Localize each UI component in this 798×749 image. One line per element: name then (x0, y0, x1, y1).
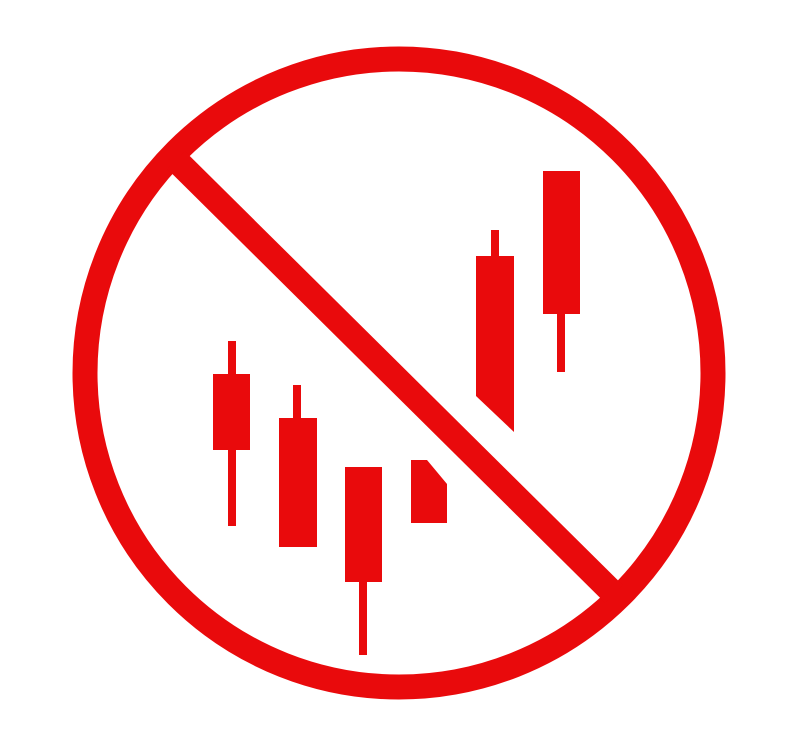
candlestick-group (213, 171, 580, 655)
prohibition-slash (167, 151, 623, 603)
candlestick-5 (476, 230, 514, 432)
candlestick-6 (543, 171, 580, 372)
candle-1-body (213, 374, 250, 450)
candlestick-2 (279, 385, 317, 547)
candle-2-body (279, 418, 317, 547)
candle-3-wick (359, 560, 367, 655)
candle-5-body (476, 256, 514, 432)
candlestick-1 (213, 341, 250, 526)
candlestick-4 (411, 460, 447, 523)
prohibition-ring (72, 46, 726, 700)
candle-6-wick (557, 300, 565, 372)
candle-5-wick (491, 230, 499, 270)
candle-3-body (345, 467, 382, 582)
candle-4-body (411, 460, 447, 523)
candle-6-body (543, 171, 580, 314)
candlestick-3 (345, 467, 382, 655)
